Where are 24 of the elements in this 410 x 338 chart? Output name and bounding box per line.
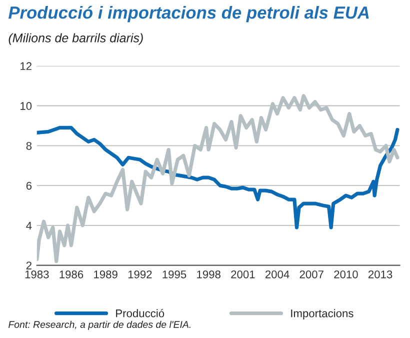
x-tick-label: 1986: [60, 270, 84, 278]
y-tick-label: 12: [20, 62, 32, 70]
line-series: [36, 94, 400, 264]
x-tick-label: 1995: [162, 270, 186, 278]
x-tick-label: 1992: [128, 270, 152, 278]
chart-title: Producció i importacions de petroli als EUA: [8, 6, 369, 22]
chart-subtitle: (Milions de barrils diaris): [8, 33, 143, 45]
text: Font: Research, a partir de dades de l'EIA.: [8, 320, 190, 330]
y-tick-label: 8: [26, 142, 32, 150]
x-tick-label: 2004: [265, 270, 290, 278]
y-tick-label: 2: [26, 262, 32, 270]
x-tick-label: 1989: [94, 270, 118, 278]
y-tick-label: 10: [20, 102, 32, 110]
line-series: [36, 126, 400, 230]
x-tick-label: 1983: [25, 270, 49, 278]
legend-label: Producció: [116, 309, 164, 318]
x-tick-label: 2007: [300, 270, 324, 278]
x-tick-label: 2010: [334, 270, 358, 278]
x-tick-label: 2013: [368, 270, 392, 278]
x-tick-label: 2001: [231, 270, 255, 278]
x-tick-label: 1998: [197, 270, 220, 278]
y-tick-label: 4: [26, 222, 32, 230]
legend-label: Importacions: [291, 309, 354, 320]
y-tick-label: 6: [26, 182, 32, 190]
